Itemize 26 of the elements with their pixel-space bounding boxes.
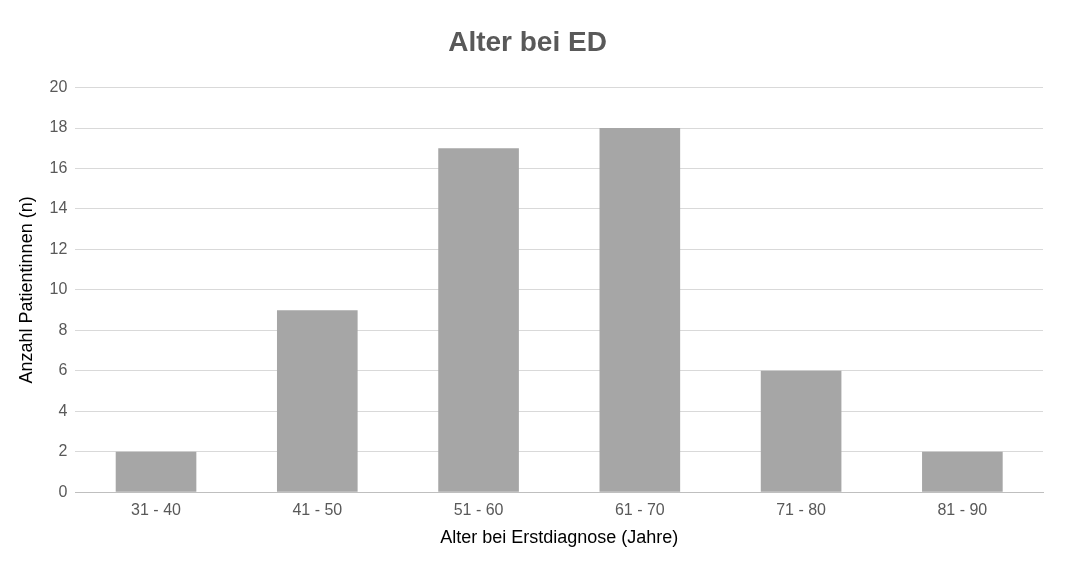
x-axis-title: Alter bei Erstdiagnose (Jahre) [440, 527, 679, 548]
chart-title: Alter bei ED [448, 25, 607, 57]
y-tick-label: 0 [58, 482, 68, 500]
bar [922, 451, 1003, 492]
y-axis-title: Anzahl Patientinnen (n) [15, 196, 36, 384]
y-tick-label: 18 [49, 118, 68, 136]
y-tick-label: 10 [49, 280, 68, 298]
bar [115, 451, 197, 492]
x-tick-label: 81 - 90 [937, 501, 988, 519]
x-tick-label: 71 - 80 [776, 501, 827, 519]
y-tick-label: 6 [58, 361, 68, 379]
bar [276, 310, 358, 492]
y-tick-label: 8 [58, 320, 68, 338]
x-tick-label: 31 - 40 [131, 501, 182, 519]
y-tick-label: 2 [58, 442, 68, 460]
y-tick-label: 16 [49, 158, 68, 176]
bar [438, 148, 519, 492]
bar [599, 128, 681, 492]
y-tick-label: 4 [58, 401, 68, 419]
x-tick-label: 41 - 50 [292, 501, 343, 519]
x-tick-label: 51 - 60 [453, 501, 504, 519]
x-tick-label: 61 - 70 [614, 501, 665, 519]
y-tick-label: 20 [49, 78, 68, 96]
bar [760, 370, 842, 492]
y-tick-label: 12 [49, 239, 68, 257]
y-tick-label: 14 [49, 199, 68, 217]
